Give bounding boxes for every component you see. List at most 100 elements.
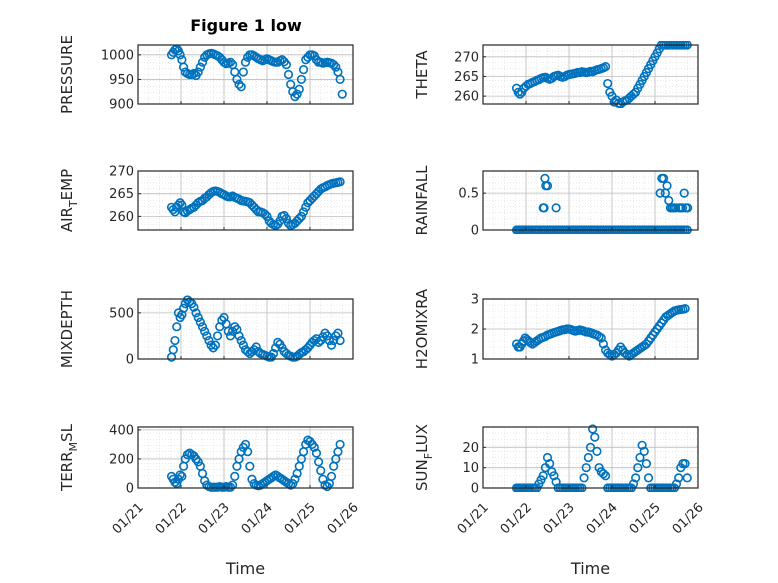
data-point (316, 465, 326, 476)
data-point (301, 202, 311, 212)
data-series (166, 177, 345, 231)
y-tick-label: 270 (109, 165, 134, 180)
data-point (335, 177, 345, 187)
data-point (628, 89, 639, 99)
data-point (234, 331, 244, 341)
data-point (193, 67, 203, 77)
x-axis-label: Time (225, 559, 265, 578)
data-point (338, 0, 346, 4)
data-point (679, 188, 689, 198)
data-point (202, 331, 212, 341)
data-point (298, 207, 309, 217)
data-point (212, 331, 223, 341)
x-tick-label: 01/22 (498, 500, 535, 537)
data-point (542, 181, 553, 191)
data-point (318, 474, 328, 484)
data-point (322, 331, 332, 341)
data-point (290, 92, 300, 102)
data-point (551, 203, 561, 213)
data-point (655, 188, 665, 198)
data-point (268, 348, 279, 359)
y-tick-label: 0 (471, 482, 479, 497)
data-point (335, 335, 345, 346)
data-point (329, 60, 339, 70)
data-point (262, 211, 272, 221)
data-point (579, 473, 589, 483)
y-tick-label: 900 (109, 98, 134, 113)
data-point (292, 89, 302, 99)
y-axis-label: H2OMIXRA (413, 288, 431, 369)
data-point (331, 62, 341, 72)
data-point (189, 68, 199, 79)
data-point (639, 446, 649, 457)
x-tick-label: 01/21 (110, 500, 147, 537)
data-point (178, 303, 189, 313)
data-point (185, 297, 195, 307)
y-axis-label: RAINFALL (413, 165, 431, 236)
data-point (219, 57, 229, 67)
subplot-sun-flux: 0 10 20 SUNFLUX 01/21 01/22 01/23 01/24 01/25 01/… (413, 424, 707, 578)
data-point (170, 335, 180, 346)
data-point (680, 459, 690, 469)
data-point (658, 173, 669, 183)
data-point (662, 181, 672, 191)
y-axis-label: MIXDEPTH (58, 290, 76, 368)
data-point (314, 457, 324, 467)
data-point (175, 470, 185, 480)
data-point (260, 209, 270, 219)
x-tick-label: 01/23 (541, 500, 578, 537)
data-point (204, 335, 214, 346)
data-point (236, 82, 246, 92)
data-point (281, 214, 291, 224)
data-point (281, 60, 291, 70)
data-point (335, 74, 345, 85)
data-point (594, 331, 604, 342)
data-point (180, 454, 190, 464)
data-point (338, 0, 346, 4)
data-point (177, 471, 187, 481)
data-point (680, 304, 690, 314)
y-tick-label: 270 (454, 50, 479, 65)
subplot-h2omixra: 1 2 3 H2OMIXRA (413, 0, 699, 369)
data-series (166, 0, 346, 362)
y-tick-label: 260 (454, 90, 479, 105)
data-point (545, 459, 555, 469)
data-point (195, 317, 205, 327)
data-point (228, 480, 238, 490)
y-tick-label: 0 (126, 482, 134, 497)
y-tick-label: 950 (109, 73, 134, 88)
data-series (166, 0, 346, 492)
axes-box (137, 44, 354, 105)
data-point (674, 473, 684, 483)
y-tick-label: 0 (126, 353, 134, 368)
subplot-rainfall: 0 0.5 RAINFALL (413, 165, 699, 239)
axes-box (482, 170, 699, 231)
data-point (296, 74, 307, 85)
data-point (238, 67, 248, 77)
data-point (683, 0, 691, 4)
data-point (314, 337, 324, 347)
data-point (175, 198, 185, 208)
data-point (191, 308, 201, 318)
data-point (600, 471, 611, 481)
x-tick-label: 01/22 (153, 500, 190, 537)
data-point (245, 461, 255, 471)
data-point (290, 474, 300, 484)
data-point (600, 62, 611, 72)
data-point (324, 335, 334, 346)
y-axis-label: TERRMSL (58, 423, 80, 492)
axes-box (137, 298, 354, 360)
data-point (236, 447, 246, 457)
data-point (637, 440, 647, 450)
data-series (166, 44, 347, 102)
data-point (641, 459, 652, 469)
x-tick-label: 01/26 (325, 500, 362, 537)
data-point (631, 473, 641, 483)
data-series (511, 0, 691, 361)
data-point (238, 340, 248, 350)
data-point (236, 335, 246, 346)
y-tick-label: 260 (109, 210, 134, 225)
data-point (622, 349, 632, 360)
data-point (605, 349, 615, 360)
data-point (232, 74, 242, 85)
